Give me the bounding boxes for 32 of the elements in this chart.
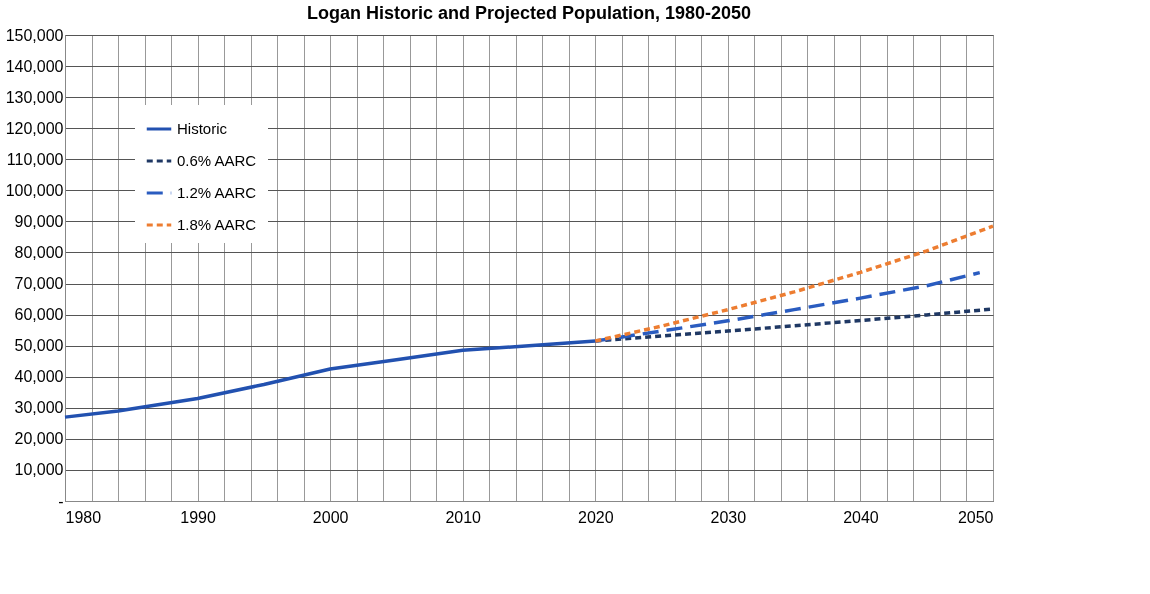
legend-label: 1.2% AARC [177,184,257,201]
line-series [593,270,982,343]
x-tick-label: 2000 [312,508,349,526]
x-tick-label: 2030 [710,508,747,526]
legend-label: Historic [177,120,228,137]
y-tick-label: 50,000 [14,337,64,355]
x-tick-label: 1980 [65,508,102,526]
line-series [593,224,995,343]
y-tick-label: 100,000 [5,181,64,199]
chart-title: Logan Historic and Projected Population, 1980-2050 [306,3,752,23]
y-tick-label: 120,000 [5,119,64,137]
y-tick-label: 30,000 [14,399,64,417]
y-tick-label: 110,000 [6,150,64,168]
x-tick-label: 2040 [843,508,879,526]
y-tick-label: 70,000 [14,275,64,293]
x-tick-label: 2010 [445,508,482,526]
y-tick-label: 130,000 [5,88,64,106]
legend-label: 1.8% AARC [177,216,257,233]
line-series [63,339,598,419]
x-tick-label: 1990 [180,508,216,526]
y-tick-label: 80,000 [14,243,64,261]
y-tick-label: - [58,492,64,510]
y-tick-label: 40,000 [14,368,64,386]
legend-label: 0.6% AARC [177,152,257,169]
x-tick-label: 2050 [957,508,994,526]
x-tick-label: 2020 [577,508,614,526]
y-tick-label: 10,000 [14,461,64,479]
y-tick-label: 140,000 [5,57,64,75]
y-tick-label: 60,000 [14,306,64,324]
y-tick-label: 90,000 [14,212,64,230]
y-tick-label: 20,000 [14,430,64,448]
y-tick-label: 150,000 [5,26,64,44]
